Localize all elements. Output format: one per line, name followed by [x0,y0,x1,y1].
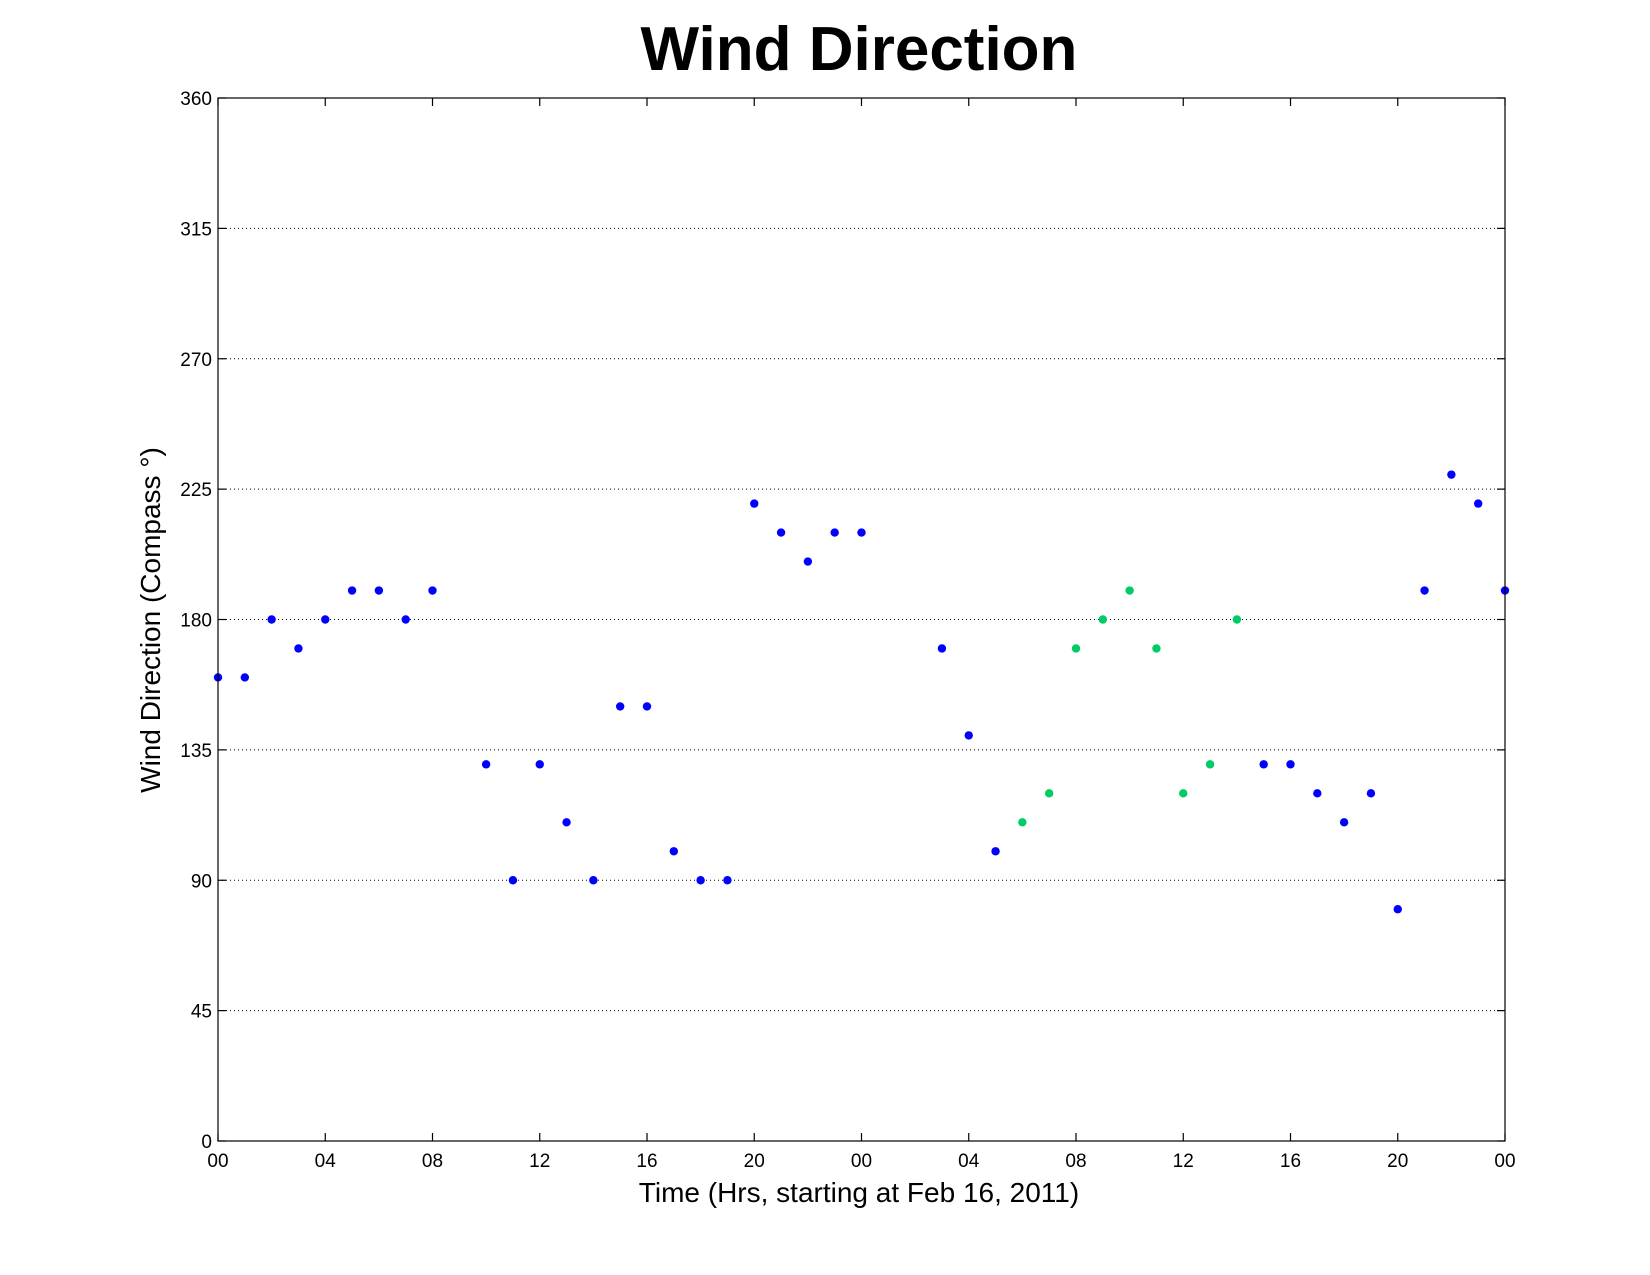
y-tick-label: 360 [180,89,212,110]
y-tick-label: 0 [201,1132,212,1153]
data-point [1044,789,1054,798]
data-point [1420,586,1429,595]
data-point [776,528,786,537]
x-tick-label: 16 [1280,1151,1301,1172]
data-point [642,702,652,711]
y-tick-label: 135 [180,741,212,762]
axis-ticks: 0 45 90 135 180 225 270 315 360 00 04 08 12 16 20 00 04 0… [180,89,1515,1172]
data-point [347,586,357,595]
x-tick-label: 00 [851,1151,872,1172]
data-point [1393,905,1402,914]
data-point [937,644,947,653]
y-tick-label: 90 [191,871,212,892]
data-point [991,847,1000,856]
x-tick-label: 16 [636,1151,657,1172]
data-point [428,586,437,595]
x-tick-label: 00 [1494,1151,1515,1172]
data-point [294,644,303,653]
y-tick-label: 225 [180,480,212,501]
data-point [1071,644,1081,653]
x-tick-label: 04 [315,1151,337,1172]
data-point [1205,760,1215,769]
x-tick-label: 04 [958,1151,980,1172]
data-point [1366,789,1376,798]
x-tick-label: 12 [529,1151,550,1172]
x-axis-label: Time (Hrs, starting at Feb 16, 2011) [639,1177,1079,1208]
data-point [615,702,625,711]
data-point [1232,615,1242,624]
data-point [750,499,759,508]
data-point [669,847,679,856]
data-point [240,673,250,682]
y-tick-label: 45 [191,1002,212,1023]
data-point [1259,760,1268,769]
data-point [481,760,491,769]
grid-lines [218,227,1505,1012]
data-point [964,731,973,740]
chart-title: Wind Direction [641,15,1078,84]
y-axis-label: Wind Direction (Compass °) [135,447,166,793]
data-point [1152,644,1161,653]
data-point [830,528,839,537]
data-point [374,586,384,595]
data-point [401,615,410,624]
x-tick-label: 08 [1065,1151,1086,1172]
data-point [857,528,866,537]
data-point [508,876,518,885]
data-points [213,470,1510,914]
x-tick-label: 20 [744,1151,765,1172]
y-tick-label: 315 [180,219,212,240]
data-point [535,760,544,769]
data-point [803,557,813,566]
x-tick-label: 00 [207,1151,228,1172]
data-point [1018,818,1027,827]
data-point [1447,470,1456,479]
data-point [696,876,705,885]
x-tick-label: 12 [1173,1151,1194,1172]
plot-frame [217,97,1506,1142]
x-tick-label: 08 [422,1151,443,1172]
data-point [1179,789,1188,798]
y-tick-label: 270 [180,350,212,371]
data-point [1313,789,1322,798]
data-point [562,818,571,827]
data-point [321,615,330,624]
data-point [267,615,276,624]
x-tick-label: 20 [1387,1151,1408,1172]
data-point [589,876,598,885]
data-point [1098,615,1108,624]
data-point [723,876,732,885]
data-point [1125,586,1134,595]
data-point [1473,499,1483,508]
data-point [1339,818,1349,827]
y-tick-label: 180 [180,611,212,632]
data-point [1286,760,1295,769]
